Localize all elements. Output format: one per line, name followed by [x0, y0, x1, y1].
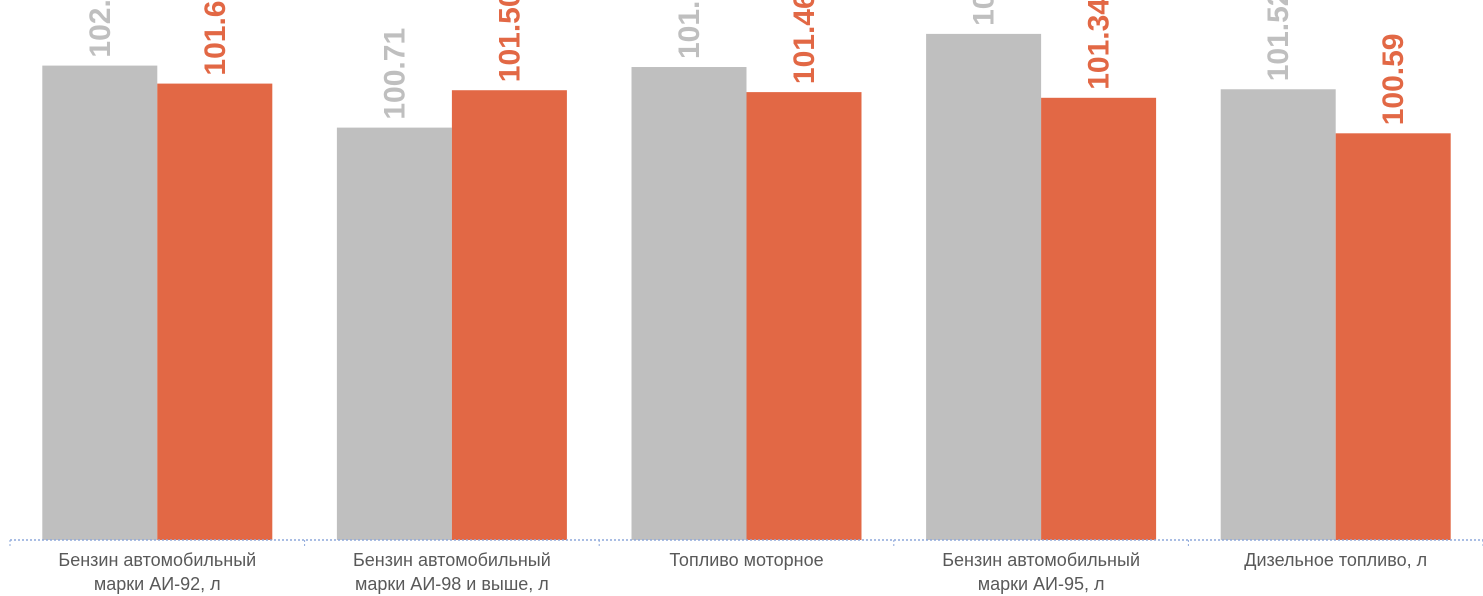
category-label-2: Топливо моторное	[669, 550, 823, 570]
bar-4-series-1	[1335, 133, 1451, 541]
value-label-0-series-0: 102.02	[84, 0, 117, 58]
value-label-0-series-1: 101.64	[199, 0, 232, 76]
value-label-4-series-0: 101.52	[1262, 0, 1295, 81]
bar-1-series-1	[451, 90, 567, 540]
category-label-3: Бензин автомобильный марки АИ-95, л	[942, 550, 1140, 594]
category-label-4: Дизельное топливо, л	[1244, 550, 1427, 570]
category-label-0: Бензин автомобильный марки АИ-92, л	[58, 550, 256, 594]
value-label-3-series-0: 102.69	[968, 0, 1001, 26]
category-label-1: Бензин автомобильный марки АИ-98 и выше, …	[353, 550, 551, 594]
value-label-1-series-0: 100.71	[378, 28, 411, 120]
category-labels-layer: Бензин автомобильный марки АИ-92, л Бензин…	[58, 550, 1427, 594]
bar-0-series-0	[42, 65, 158, 540]
bar-1-series-0	[336, 127, 452, 540]
bar-0-series-1	[157, 83, 273, 540]
bar-4-series-0	[1220, 89, 1336, 540]
value-label-4-series-1: 100.59	[1377, 34, 1410, 126]
value-label-3-series-1: 101.34	[1083, 0, 1116, 90]
bar-2-series-1	[746, 92, 862, 540]
bar-3-series-0	[926, 33, 1042, 541]
value-label-2-series-1: 101.46	[788, 0, 821, 84]
bar-2-series-0	[631, 67, 747, 540]
x-axis	[9, 539, 1483, 546]
bar-3-series-1	[1041, 97, 1157, 541]
value-label-1-series-1: 101.50	[493, 0, 526, 82]
bars-layer	[42, 33, 1451, 541]
value-label-2-series-0: 101.99	[673, 0, 706, 59]
value-labels-layer: 102.02 101.64 100.71 101.50 101.99 101.46 102.…	[84, 0, 1410, 125]
